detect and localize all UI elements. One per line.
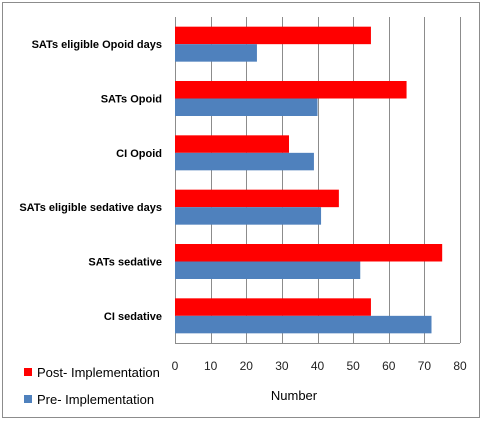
x-tick-label-80: 80 [453, 359, 467, 373]
x-tick-label-50: 50 [346, 359, 360, 373]
bar-post-3 [175, 189, 339, 208]
x-tick-label-70: 70 [418, 359, 432, 373]
category-label-5: CI sedative [104, 311, 162, 323]
bar-post-5 [175, 298, 371, 316]
category-labels: SATs eligible Opoid days SATs Opoid CI Opo… [19, 39, 162, 323]
bar-post-2 [175, 135, 289, 153]
bar-pre-0 [175, 44, 257, 62]
legend-label-post: Post- Implementation [37, 365, 160, 380]
category-label-4: SATs sedative [88, 257, 162, 269]
bar-post-1 [175, 81, 407, 99]
x-tick-label-60: 60 [382, 359, 396, 373]
category-label-0: SATs eligible Opoid days [32, 39, 162, 51]
legend-label-pre: Pre- Implementation [37, 392, 154, 407]
x-tick-label-0: 0 [172, 359, 179, 373]
legend-swatch-post [24, 368, 32, 376]
legend: Post- Implementation Pre- Implementation [24, 365, 160, 407]
x-tick-label-10: 10 [204, 359, 218, 373]
tick-labels: 0 10 20 30 40 50 60 70 80 [172, 359, 467, 373]
bar-pre-4 [175, 261, 361, 279]
bar-post-4 [175, 244, 443, 262]
x-tick-label-30: 30 [275, 359, 289, 373]
bar-pre-1 [175, 98, 318, 116]
category-label-3: SATs eligible sedative days [19, 202, 162, 214]
bar-pre-2 [175, 152, 314, 171]
bars [175, 26, 443, 334]
x-tick-label-20: 20 [240, 359, 254, 373]
category-label-2: CI Opoid [116, 148, 162, 160]
x-tick-label-40: 40 [311, 359, 325, 373]
legend-swatch-pre [24, 395, 32, 403]
bar-post-0 [175, 26, 371, 45]
plot-area [175, 17, 460, 343]
category-label-1: SATs Opoid [101, 94, 162, 106]
x-axis-title: Number [271, 388, 318, 403]
bar-pre-3 [175, 207, 322, 225]
gridlines [175, 17, 461, 344]
bar-pre-5 [175, 315, 432, 334]
